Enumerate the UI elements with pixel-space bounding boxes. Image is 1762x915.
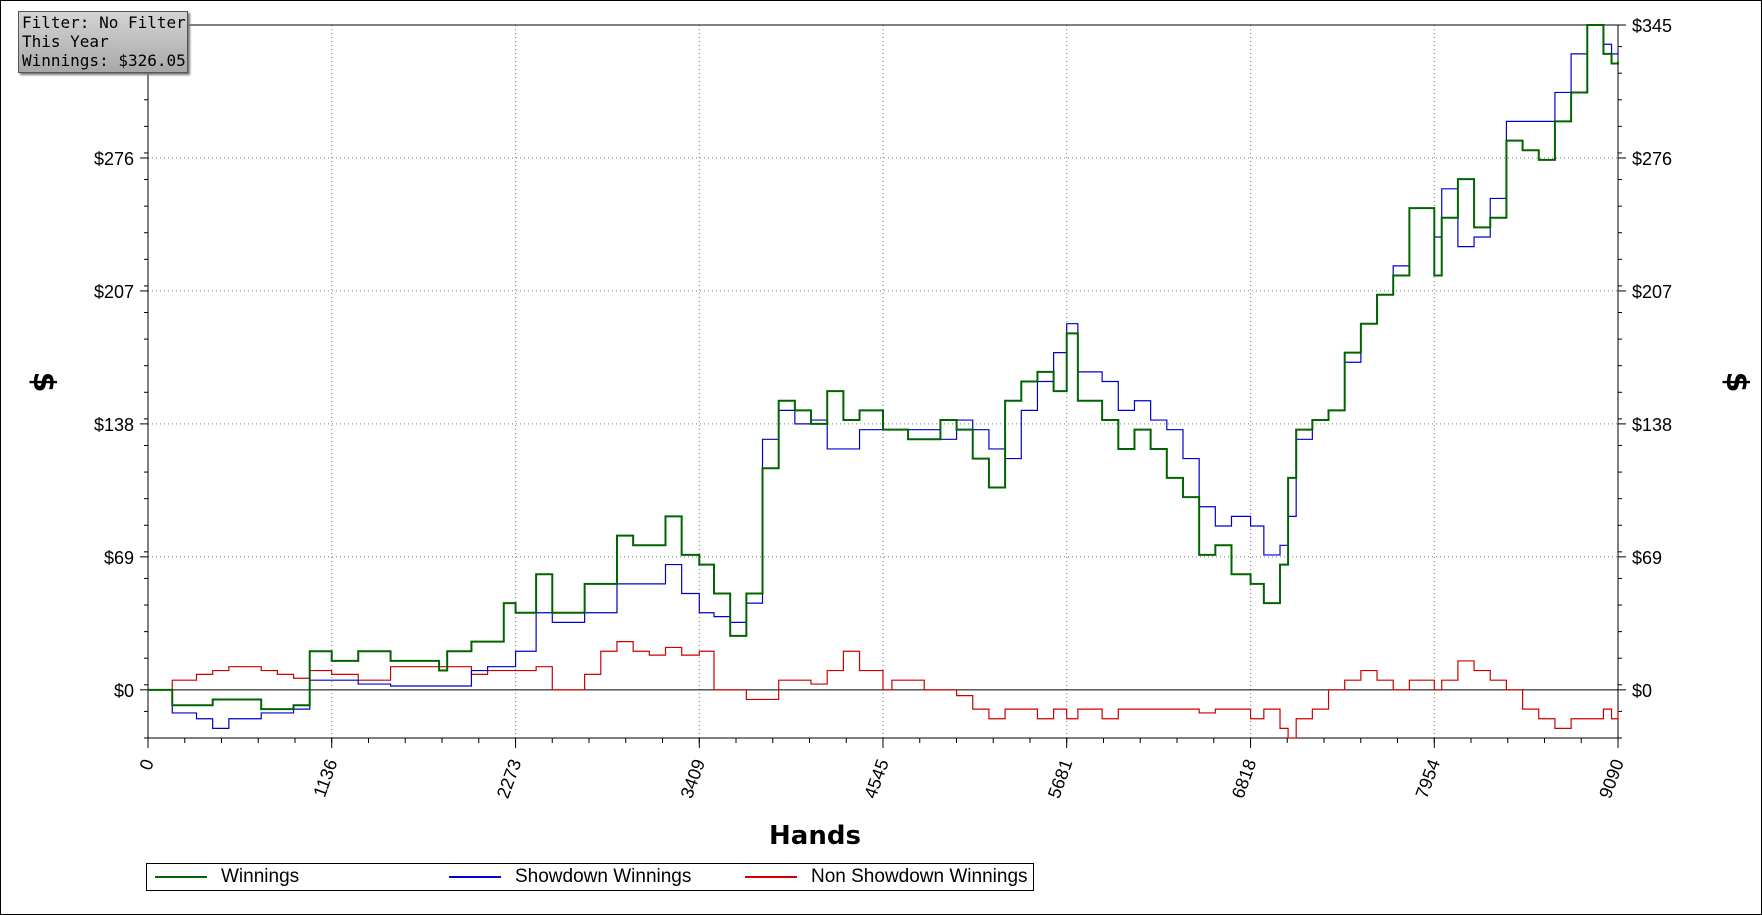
y-tick-label-right: $276	[1632, 149, 1672, 169]
x-tick-label: 5681	[1044, 757, 1076, 801]
legend-item-showdown: Showdown Winnings	[449, 864, 691, 890]
x-axis-title: Hands	[769, 821, 861, 851]
y-tick-label-left: $0	[114, 681, 134, 701]
grid-lines	[148, 24, 1618, 738]
x-tick-label: 0	[136, 757, 158, 773]
series-line-winnings	[148, 24, 1619, 711]
legend-swatch-showdown	[449, 876, 501, 878]
period-label: This Year	[22, 32, 109, 51]
y-tick-label-left: $276	[94, 149, 134, 169]
legend-label-showdown: Showdown Winnings	[515, 866, 692, 887]
legend-swatch-winnings	[155, 876, 207, 878]
x-tick-label: 9090	[1595, 757, 1627, 801]
chart-legend: Winnings Showdown Winnings Non Showdown …	[146, 863, 1034, 891]
series-lines	[148, 24, 1619, 739]
filter-info-box: Filter: No Filter This Year Winnings: $3…	[18, 11, 188, 73]
y-axis-title-left: $	[26, 372, 61, 393]
y-tick-label-right: $0	[1632, 681, 1652, 701]
series-line-non-showdown-winnings	[148, 641, 1619, 739]
x-tick-label: 7954	[1412, 757, 1444, 801]
y-tick-label-right: $207	[1632, 282, 1672, 302]
x-tick-label: 4545	[860, 757, 892, 801]
legend-item-winnings: Winnings	[155, 864, 299, 890]
series-line-showdown-winnings	[148, 24, 1619, 729]
y-tick-label-right: $69	[1632, 548, 1662, 568]
x-tick-label: 6818	[1228, 757, 1260, 801]
y-tick-label-right: $138	[1632, 415, 1672, 435]
winnings-total-label: Winnings: $326.05	[22, 51, 186, 70]
x-tick-label: 1136	[309, 757, 341, 800]
y-axis-title-right: $	[1719, 372, 1754, 393]
filter-label: Filter: No Filter	[22, 13, 186, 32]
y-tick-label-left: $207	[94, 282, 134, 302]
x-tick-label: 2273	[493, 757, 525, 801]
y-tick-label-right: $345	[1632, 16, 1672, 36]
legend-swatch-non-showdown	[745, 876, 797, 878]
legend-label-non-showdown: Non Showdown Winnings	[811, 866, 1028, 887]
y-tick-label-left: $138	[94, 415, 134, 435]
y-tick-label-left: $69	[104, 548, 134, 568]
legend-label-winnings: Winnings	[221, 866, 300, 887]
legend-item-non-showdown: Non Showdown Winnings	[745, 864, 1028, 890]
x-tick-label: 3409	[677, 757, 709, 801]
